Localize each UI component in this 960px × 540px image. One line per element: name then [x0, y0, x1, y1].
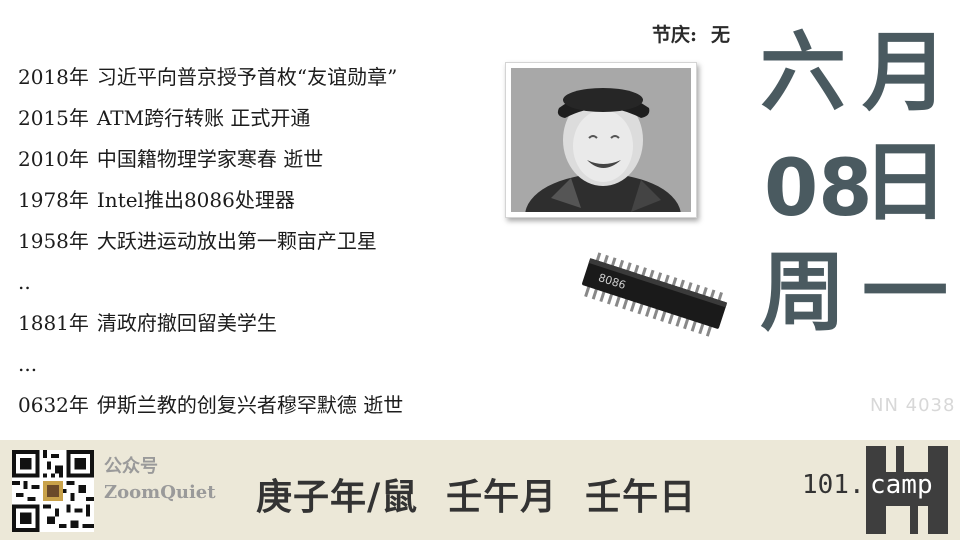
date-day-char: 日	[862, 132, 948, 233]
event-text: ATM跨行转账 正式开通	[96, 106, 311, 130]
date-week-day: 一	[862, 242, 948, 343]
qr-code-icon	[12, 450, 94, 532]
event-year: 1881年	[18, 311, 89, 335]
date-month-number: 六	[760, 22, 846, 123]
ganzhi-year: 庚子年/鼠	[256, 476, 419, 518]
event-year: 0632年	[18, 393, 89, 417]
watermark: NN 4038	[870, 395, 956, 416]
event-year: 2010年	[18, 147, 89, 171]
list-item: 1978年 Intel推出8086处理器	[18, 183, 498, 224]
list-item: 1958年 大跃进运动放出第一颗亩产卫星	[18, 224, 498, 265]
event-text: 伊斯兰教的创复兴者穆罕默德 逝世	[96, 393, 404, 417]
brand-number: 101.	[802, 470, 865, 500]
event-ellipsis: ..	[18, 270, 31, 294]
event-text: 清政府撤回留美学生	[96, 311, 277, 335]
list-item: ..	[18, 265, 498, 306]
event-year: 1978年	[18, 188, 89, 212]
brand-logo	[866, 446, 948, 534]
list-item: 0632年 伊斯兰教的创复兴者穆罕默德 逝世	[18, 388, 498, 429]
history-events-list: 2018年 习近平向普京授予首枚“友谊勋章” 2015年 ATM跨行转账 正式开通 …	[18, 60, 498, 429]
ganzhi-month: 壬午月	[446, 476, 558, 518]
portrait-image	[511, 68, 691, 212]
festival-label: 节庆	[652, 24, 691, 46]
event-text: 大跃进运动放出第一颗亩产卫星	[96, 229, 377, 253]
account-name: ZoomQuiet	[104, 482, 216, 503]
event-ellipsis: ...	[18, 352, 38, 376]
footer-bar: 公众号 ZoomQuiet 庚子年/鼠 壬午月 壬午日 101. camp	[0, 440, 960, 540]
date-month-char: 月	[862, 22, 948, 123]
ganzhi-calendar: 庚子年/鼠 壬午月 壬午日	[256, 468, 696, 520]
event-year: 1958年	[18, 229, 89, 253]
qr-code	[12, 450, 94, 532]
festival-colon: :	[690, 24, 698, 46]
date-week-prefix: 周	[760, 242, 846, 343]
ganzhi-day: 壬午日	[585, 476, 697, 518]
portrait-photo	[505, 62, 697, 218]
list-item: 2018年 习近平向普京授予首枚“友谊勋章”	[18, 60, 498, 101]
account-label: 公众号	[104, 456, 158, 477]
event-text: 习近平向普京授予首枚“友谊勋章”	[96, 65, 398, 89]
festival-line: 节庆: 无	[652, 20, 730, 47]
festival-value: 无	[711, 24, 731, 46]
event-text: Intel推出8086处理器	[96, 188, 295, 212]
event-text: 中国籍物理学家寒春 逝世	[96, 147, 324, 171]
list-item: ...	[18, 347, 498, 388]
event-year: 2018年	[18, 65, 89, 89]
chip-icon: 8086	[582, 252, 728, 337]
date-day-number: 08	[764, 144, 873, 234]
list-item: 1881年 清政府撤回留美学生	[18, 306, 498, 347]
event-year: 2015年	[18, 106, 89, 130]
list-item: 2015年 ATM跨行转账 正式开通	[18, 101, 498, 142]
brand-word: camp	[870, 470, 933, 500]
list-item: 2010年 中国籍物理学家寒春 逝世	[18, 142, 498, 183]
